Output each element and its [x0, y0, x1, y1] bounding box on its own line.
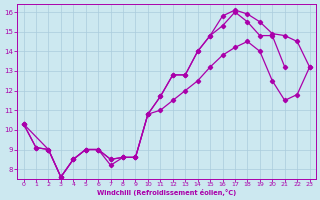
X-axis label: Windchill (Refroidissement éolien,°C): Windchill (Refroidissement éolien,°C)	[97, 189, 236, 196]
